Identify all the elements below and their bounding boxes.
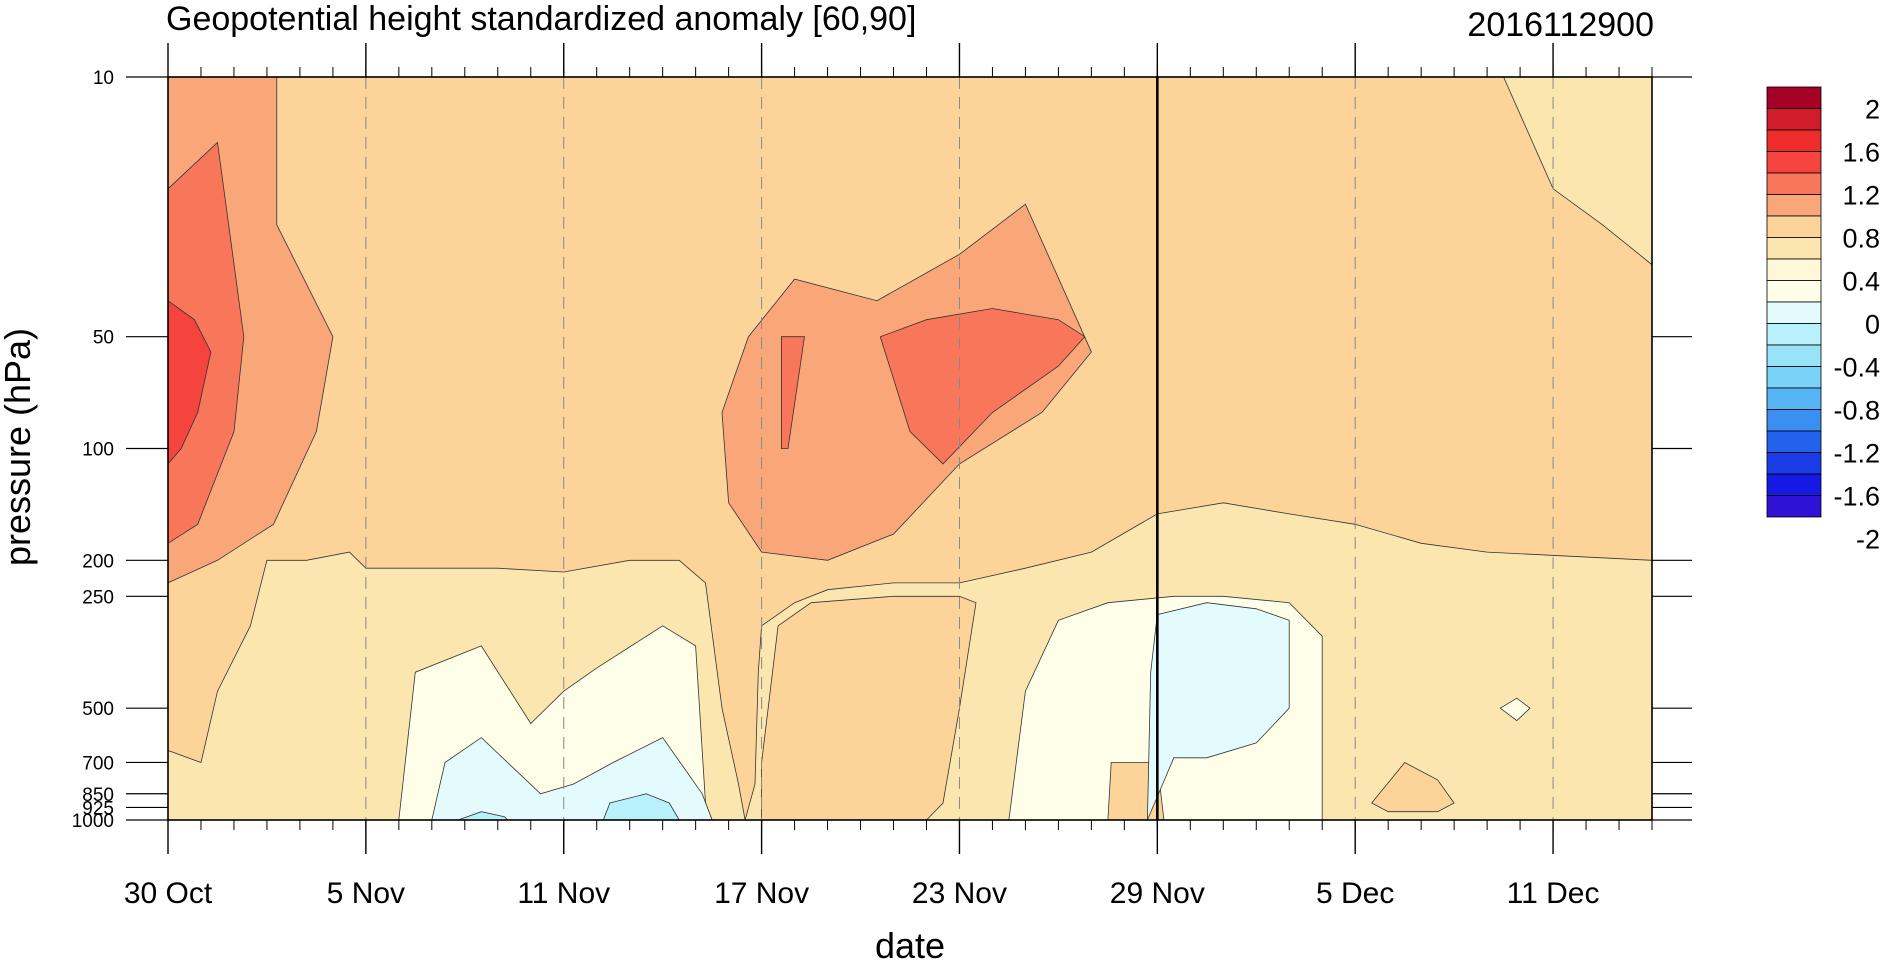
x-axis: 30 Oct 5 Nov 11 Nov 17 Nov 23 Nov 29 Nov 5 Dec… xyxy=(124,43,1653,910)
colorbar-swatch xyxy=(1766,258,1822,281)
plot-area: 30 Oct 5 Nov 11 Nov 17 Nov 23 Nov 29 Nov 5 Dec… xyxy=(72,43,1692,910)
colorbar-label: 0.8 xyxy=(1842,224,1880,254)
contour-region xyxy=(879,308,1086,465)
x-tick-label: 11 Dec xyxy=(1507,877,1600,910)
contour-region xyxy=(1371,761,1455,813)
x-tick-label: 17 Nov xyxy=(714,877,809,910)
colorbar-swatch xyxy=(1766,151,1822,174)
colorbar-swatch xyxy=(1766,366,1822,389)
colorbar-swatch xyxy=(1766,301,1822,324)
colorbar-swatch xyxy=(1766,452,1822,475)
x-tick-label: 29 Nov xyxy=(1110,877,1205,910)
y-tick-label: 50 xyxy=(93,328,114,349)
contour-region xyxy=(1499,697,1531,722)
contour-region xyxy=(781,336,805,449)
contour-region xyxy=(1147,602,1290,821)
colorbar-swatch xyxy=(1766,129,1822,152)
y-axis-label: pressure (hPa) xyxy=(0,328,38,566)
colorbar-swatch xyxy=(1766,237,1822,260)
x-axis-label: date xyxy=(875,925,945,963)
y-tick-label: 200 xyxy=(82,551,114,572)
colorbar-swatch xyxy=(1766,430,1822,453)
colorbar-swatch xyxy=(1766,323,1822,346)
chart-title: Geopotential height standardized anomaly… xyxy=(166,0,916,38)
colorbar-label: 1.2 xyxy=(1842,181,1880,211)
colorbar-swatch xyxy=(1766,108,1822,131)
y-tick-label: 500 xyxy=(82,699,114,720)
x-tick-label: 11 Nov xyxy=(517,877,610,910)
colorbar-swatch xyxy=(1766,172,1822,195)
y-tick-label: 1000 xyxy=(72,811,114,832)
colorbar-swatch xyxy=(1766,409,1822,432)
colorbar-label: -0.8 xyxy=(1833,396,1880,426)
colorbar-label: -1.2 xyxy=(1833,439,1880,469)
y-tick-label: 850 xyxy=(82,785,114,806)
y-tick-label: 700 xyxy=(82,753,114,774)
y-tick-label: 10 xyxy=(93,68,114,89)
contour-region xyxy=(761,595,977,821)
colorbar-swatch xyxy=(1766,344,1822,367)
colorbar-swatch xyxy=(1766,473,1822,496)
colorbar-label: 0 xyxy=(1865,310,1880,340)
colorbar-swatch xyxy=(1766,387,1822,410)
colorbar-label: 0.4 xyxy=(1842,267,1880,297)
x-tick-label: 23 Nov xyxy=(912,877,1007,910)
colorbar-label: 2 xyxy=(1865,95,1880,125)
colorbar-swatch xyxy=(1766,495,1822,518)
x-tick-label: 30 Oct xyxy=(124,877,213,910)
x-tick-label: 5 Dec xyxy=(1316,877,1394,910)
y-tick-label: 250 xyxy=(82,587,114,608)
colorbar-label: -2 xyxy=(1856,525,1880,555)
x-tick-label: 5 Nov xyxy=(327,877,405,910)
colorbar: 2 1.6 1.2 0.8 0.4 0 -0.4 -0.8 -1.2 -1.6 -2 xyxy=(1766,86,1880,555)
y-tick-label: 100 xyxy=(82,440,114,461)
colorbar-swatch xyxy=(1766,215,1822,238)
colorbar-label: -1.6 xyxy=(1833,482,1880,512)
y-tick-label: 925 xyxy=(82,798,114,819)
colorbar-label: -0.4 xyxy=(1833,353,1880,383)
colorbar-swatch xyxy=(1766,194,1822,217)
colorbar-swatch xyxy=(1766,86,1822,109)
colorbar-swatch xyxy=(1766,280,1822,303)
chart-date-label: 2016112900 xyxy=(1467,6,1654,44)
colorbar-label: 1.6 xyxy=(1842,138,1880,168)
contour-fills xyxy=(167,76,1653,821)
